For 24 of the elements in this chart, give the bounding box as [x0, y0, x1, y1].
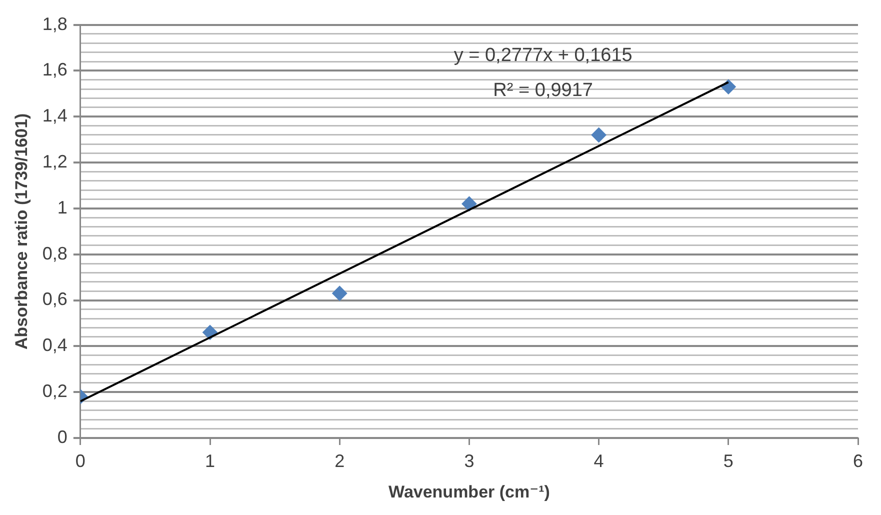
annotation: R² = 0,9917 — [493, 80, 593, 102]
y-tick-label: 0,4 — [42, 335, 68, 356]
x-tick-label: 1 — [205, 450, 216, 471]
y-tick-label: 1 — [57, 197, 68, 218]
annotation: y = 0,2777x + 0,1615 — [454, 45, 632, 66]
x-tick-label: 6 — [852, 450, 864, 471]
y-tick-label: 1,4 — [42, 106, 68, 126]
y-tick-label: 0,8 — [42, 243, 68, 264]
y-tick-label: 1,8 — [42, 14, 68, 34]
y-tick-label: 0 — [57, 426, 68, 447]
y-tick-label: 1,2 — [42, 152, 68, 172]
x-tick-label: 0 — [75, 450, 86, 471]
x-tick-label: 2 — [334, 450, 345, 471]
y-tick-label: 1,6 — [42, 60, 68, 80]
point — [591, 127, 606, 142]
y-axis-title: Absorbance ratio (1739/1601) — [12, 113, 31, 350]
x-tick-label: 3 — [464, 450, 474, 471]
x-axis-title: Wavenumber (cm⁻¹) — [388, 482, 550, 502]
x-tick-label: 5 — [723, 450, 734, 471]
y-tick-label: 0,6 — [42, 289, 68, 310]
point — [462, 196, 477, 212]
x-tick-label: 4 — [594, 450, 604, 471]
y-tick-label: 0,2 — [42, 381, 68, 402]
point — [332, 286, 348, 301]
